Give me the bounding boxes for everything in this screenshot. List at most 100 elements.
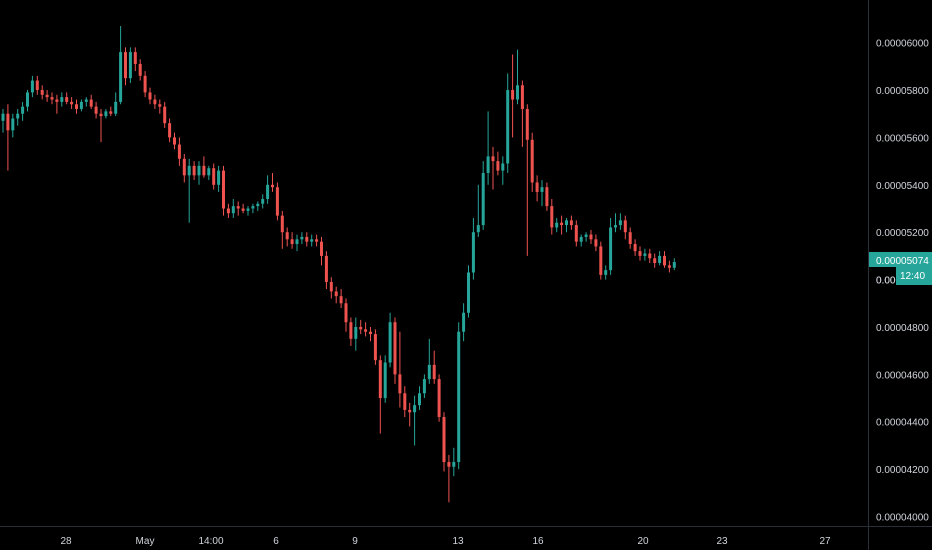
candle-body	[388, 322, 392, 363]
candle-body	[633, 244, 637, 252]
candle-body	[383, 362, 387, 399]
candle-body	[501, 163, 505, 171]
candle-body	[99, 113, 103, 117]
candle-body	[177, 144, 181, 159]
candle-body	[349, 322, 353, 339]
candle-body	[560, 222, 564, 226]
price-tick-label: 0.00004600	[876, 370, 929, 381]
candle-body	[133, 52, 137, 64]
candle-body	[643, 253, 647, 256]
candle-body	[275, 187, 279, 216]
candle-body	[16, 113, 20, 119]
candle-body	[280, 215, 284, 233]
candle-body	[378, 360, 382, 399]
candle-body	[491, 156, 495, 162]
candle-body	[324, 255, 328, 282]
candle-body	[520, 85, 524, 109]
candle-body	[1, 113, 5, 121]
candle-body	[467, 272, 470, 313]
candle-body	[594, 239, 598, 247]
price-tick-label: 0.00005200	[876, 228, 929, 239]
candle-body	[207, 168, 211, 176]
candle-body	[30, 80, 34, 93]
candle-body	[663, 255, 666, 266]
candle-body	[21, 106, 25, 114]
candle-body	[418, 393, 421, 406]
time-tick-label: 23	[716, 536, 728, 547]
candle-body	[658, 255, 662, 263]
candle-body	[202, 165, 206, 176]
candle-series	[1, 26, 676, 503]
candle-body	[530, 139, 534, 183]
candle-body	[84, 99, 88, 102]
candle-body	[119, 52, 123, 102]
candle-body	[462, 312, 466, 332]
candle-body	[45, 94, 49, 98]
candle-body	[408, 409, 412, 413]
candle-body	[192, 165, 196, 176]
time-tick-label: 28	[60, 536, 72, 547]
candle-body	[667, 265, 671, 268]
candle-body	[516, 85, 519, 100]
price-tick-label: 0.00005800	[876, 86, 929, 97]
candle-body	[315, 239, 319, 242]
candle-body	[481, 172, 485, 226]
candle-body	[540, 187, 544, 192]
candle-body	[138, 63, 142, 76]
candle-body	[305, 236, 309, 242]
candle-body	[354, 326, 358, 339]
candle-body	[295, 239, 299, 245]
candle-body	[447, 462, 451, 467]
candle-body	[506, 90, 510, 164]
time-tick-label: May	[136, 536, 155, 547]
time-axis[interactable]: 28 May 14:00 6 9 13 16 20 23 27	[60, 536, 831, 547]
price-tick-label: 0.00005400	[876, 181, 929, 192]
candle-body	[565, 220, 568, 226]
candle-body	[124, 52, 127, 79]
candle-body	[373, 334, 377, 361]
candle-body	[266, 184, 270, 200]
candle-body	[584, 234, 588, 237]
candle-body	[437, 379, 441, 418]
candle-body	[672, 262, 676, 268]
candle-body	[251, 206, 255, 209]
last-price-badge	[896, 252, 932, 285]
candle-body	[290, 239, 294, 245]
candle-body	[344, 303, 348, 323]
time-tick-label: 16	[532, 536, 544, 547]
candle-body	[256, 203, 260, 207]
candle-body	[35, 80, 39, 91]
candle-body	[589, 234, 593, 240]
candle-body	[545, 187, 549, 207]
candle-body	[168, 123, 172, 138]
last-price-label: 0.00005074 12:40	[869, 252, 932, 285]
candle-body	[94, 106, 98, 114]
candle-body	[197, 165, 201, 176]
candle-body	[339, 296, 343, 304]
candle-body	[285, 232, 289, 240]
candle-body	[148, 92, 152, 100]
candle-body	[104, 111, 108, 117]
candle-body	[334, 291, 338, 297]
candle-body	[452, 462, 456, 467]
candle-body	[442, 417, 446, 463]
candle-body	[50, 97, 54, 100]
candle-body	[261, 199, 265, 204]
candle-body	[609, 227, 613, 271]
bar-countdown: 12:40	[900, 271, 925, 282]
candle-body	[364, 329, 368, 332]
candle-body	[555, 222, 559, 228]
candle-body	[246, 208, 250, 211]
time-tick-label: 14:00	[198, 536, 223, 547]
candle-body	[271, 184, 274, 188]
candle-body	[579, 236, 583, 242]
candle-body	[109, 111, 113, 114]
candle-body	[550, 206, 554, 228]
candle-body	[618, 220, 622, 226]
price-tick-label: 0.00005600	[876, 133, 929, 144]
candle-body	[40, 90, 44, 95]
candle-body	[114, 101, 118, 114]
price-tick-label: 0.00004200	[876, 465, 929, 476]
price-tick-label: 0.00004400	[876, 418, 929, 429]
